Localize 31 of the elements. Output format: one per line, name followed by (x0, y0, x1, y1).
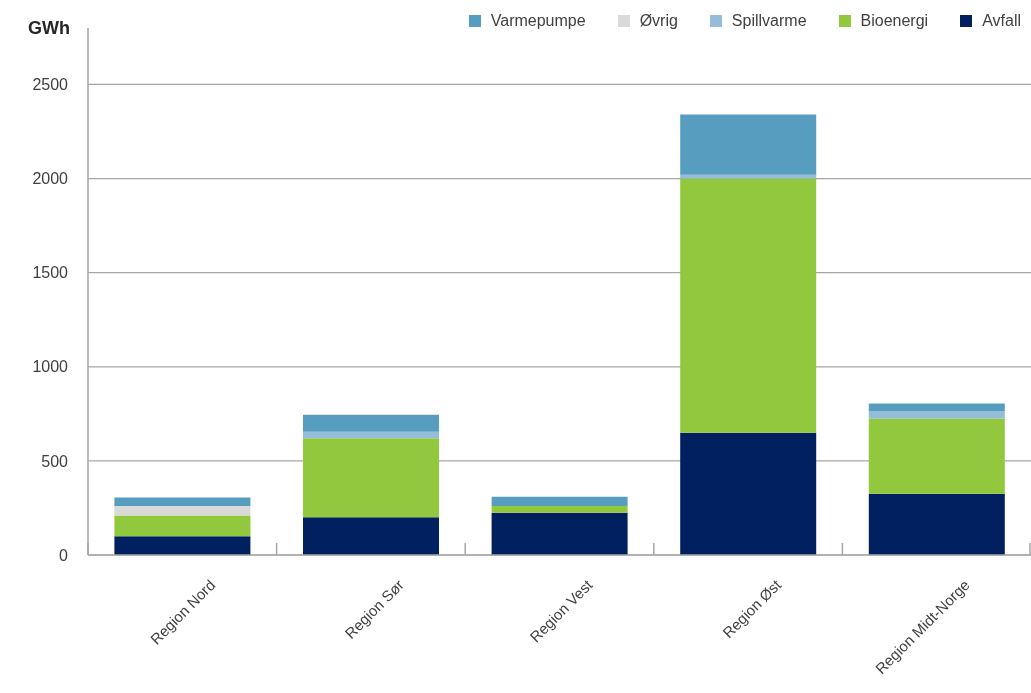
bar (491, 506, 628, 513)
bar (680, 178, 817, 433)
bar (491, 512, 628, 555)
bar (114, 497, 251, 507)
bar (680, 114, 817, 175)
legend-label: Øvrig (639, 12, 678, 30)
bar (680, 174, 817, 179)
bar (491, 496, 628, 507)
legend-label: Avfall (982, 12, 1021, 30)
bar (303, 517, 439, 555)
bar (114, 515, 251, 537)
bar (114, 536, 251, 555)
y-tick-label: 0 (59, 546, 69, 564)
legend-label: Bioenergi (860, 12, 929, 30)
bar (868, 411, 1005, 419)
y-tick-label: 500 (41, 452, 69, 470)
legend-label: Spillvarme (731, 12, 807, 30)
bar (680, 432, 817, 555)
bar (114, 506, 251, 516)
bar (868, 418, 1005, 494)
y-tick-label: 1000 (32, 358, 69, 376)
y-tick-label: 1500 (32, 264, 69, 282)
y-tick-label: 2500 (32, 76, 69, 94)
legend-label: Varmepumpe (490, 12, 586, 30)
y-tick-label: 2000 (32, 170, 69, 188)
bar (303, 438, 439, 518)
bar (868, 493, 1005, 555)
bar (303, 431, 439, 439)
y-axis-title: GWh (28, 18, 70, 38)
bar (303, 414, 439, 432)
bar (868, 403, 1005, 412)
